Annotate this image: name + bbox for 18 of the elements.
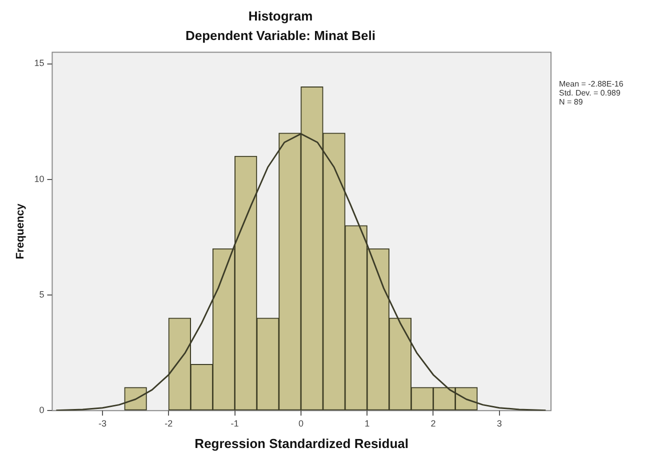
chart-subtitle: Dependent Variable: Minat Beli [186, 28, 376, 43]
text: N = 89 [559, 97, 584, 106]
y-tick-label: 10 [34, 174, 44, 184]
text: Mean = -2.88E-16 [559, 79, 624, 88]
y-tick-label: 15 [34, 58, 44, 68]
x-tick-label: -2 [164, 418, 173, 428]
x-tick-label: 1 [364, 418, 370, 428]
x-tick-label: 0 [298, 418, 304, 428]
x-tick-label: 2 [430, 418, 436, 428]
text: Std. Dev. = 0.989 [559, 88, 621, 98]
x-axis-title: Regression Standardized Residual [194, 436, 409, 451]
x-tick-label: -1 [230, 418, 239, 428]
y-tick-label: 5 [39, 289, 44, 300]
chart-title: Histogram [248, 8, 313, 24]
y-axis-title: Frequency [14, 202, 27, 260]
x-tick-label: -3 [98, 418, 106, 428]
x-tick-label: 3 [496, 418, 502, 428]
y-tick-label: 0 [39, 405, 44, 416]
